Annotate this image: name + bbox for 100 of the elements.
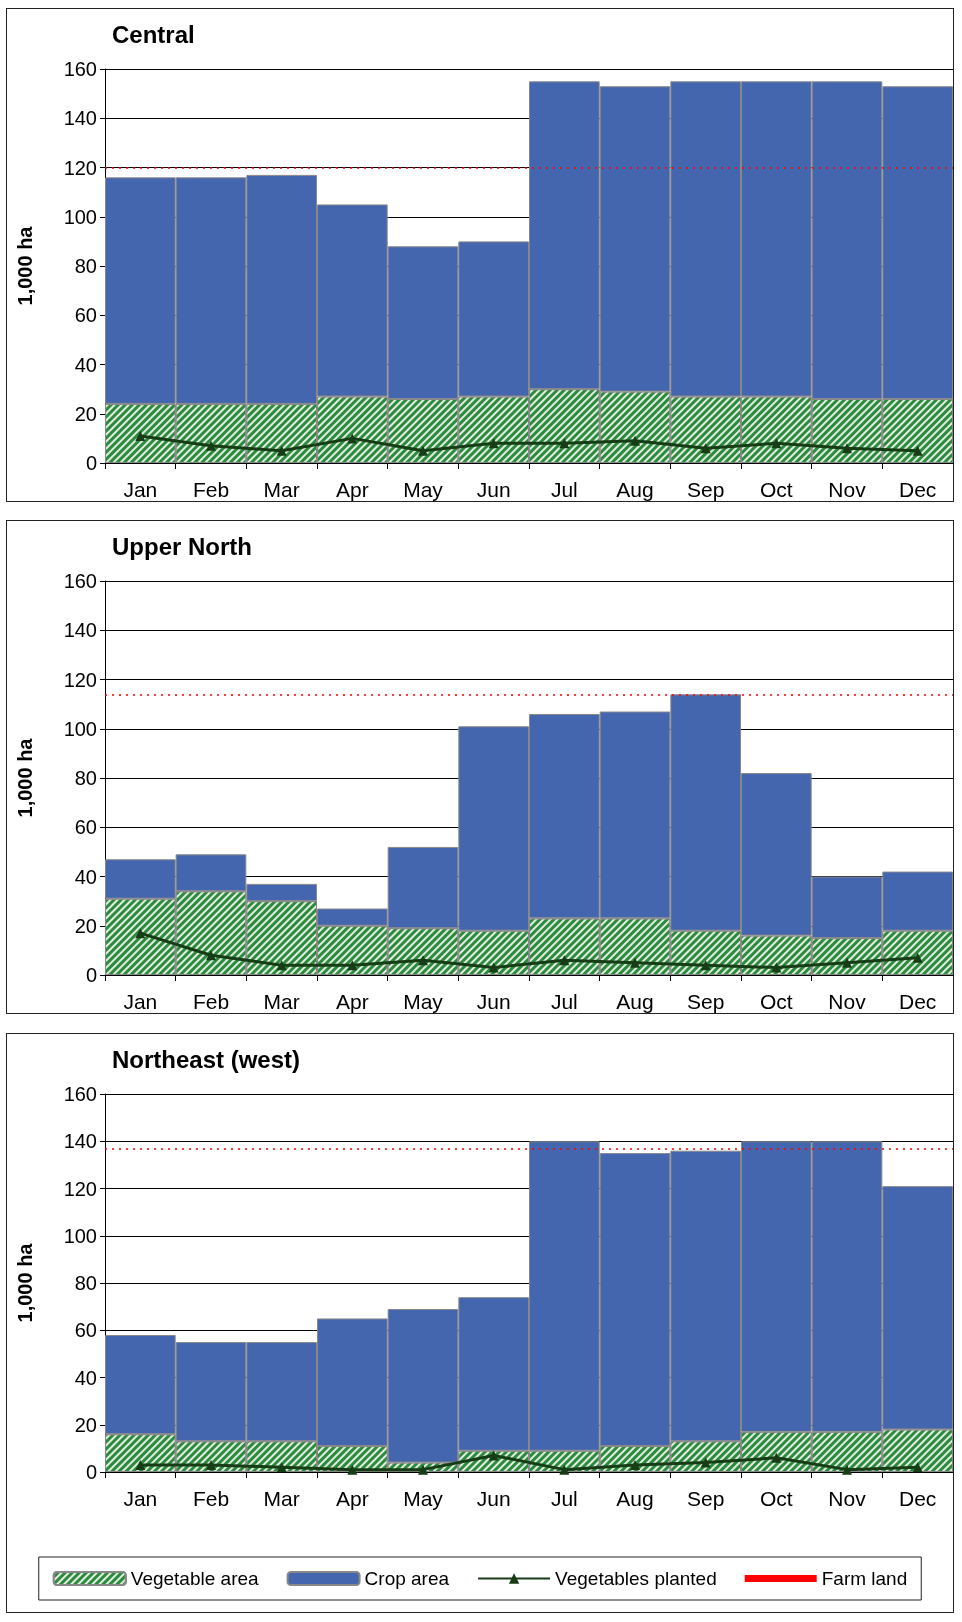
chart-title: Central <box>112 20 195 48</box>
point <box>135 1459 146 1470</box>
point <box>488 1450 499 1461</box>
y-tick-label: 140 <box>63 619 97 642</box>
point <box>912 952 923 963</box>
x-tick-label: Jun <box>476 990 511 1013</box>
point <box>771 438 782 449</box>
point <box>559 955 570 966</box>
point <box>347 1464 358 1475</box>
x-tick-label: Dec <box>898 1487 937 1510</box>
point <box>347 960 358 971</box>
y-tick-label: 80 <box>74 255 97 277</box>
x-tick-label: Feb <box>192 990 230 1013</box>
point <box>630 957 640 968</box>
y-tick-label: 120 <box>63 668 97 691</box>
x-tick-label: May <box>403 1487 444 1510</box>
y-tick-label: 20 <box>74 914 97 937</box>
y-tick-label: 60 <box>74 304 97 327</box>
point <box>206 950 216 961</box>
point <box>276 1462 287 1473</box>
x-tick-label: Oct <box>760 990 793 1013</box>
y-tick-label: 60 <box>74 816 97 839</box>
y-tick-label: 140 <box>63 1130 97 1153</box>
x-tick-label: Mar <box>263 1487 300 1510</box>
legend-label: Farm land <box>821 1568 908 1589</box>
y-tick-label: 20 <box>74 1413 97 1436</box>
x-tick-label: Jun <box>476 478 511 501</box>
y-tick-label: 0 <box>85 452 97 474</box>
point <box>276 960 287 971</box>
y-tick-label: 80 <box>74 767 97 789</box>
y-tick-label: 160 <box>63 58 97 80</box>
point <box>206 1459 216 1470</box>
y-axis-title: 1,000 ha <box>14 737 36 818</box>
y-axis-title: 1,000 ha <box>14 1242 36 1323</box>
y-tick-label: 120 <box>63 1177 97 1200</box>
x-tick-label: Jan <box>123 478 158 501</box>
x-tick-label: Oct <box>760 1487 793 1510</box>
x-tick-label: Jan <box>123 990 158 1013</box>
legend-label: Vegetable area <box>130 1568 260 1589</box>
y-tick-label: 40 <box>74 865 97 888</box>
point <box>488 962 499 973</box>
legend-label: Crop area <box>364 1568 450 1589</box>
y-tick-label: 60 <box>74 1319 97 1342</box>
point <box>206 440 216 451</box>
x-tick-label: Sep <box>686 478 725 501</box>
point <box>700 960 711 971</box>
y-tick-label: 160 <box>63 570 97 592</box>
point <box>700 1457 711 1468</box>
point <box>347 433 358 444</box>
x-tick-label: Jan <box>123 1487 158 1510</box>
y-tick-label: 0 <box>85 964 97 986</box>
x-tick-label: Apr <box>335 1487 369 1510</box>
point <box>842 443 852 454</box>
x-tick-label: Aug <box>616 1487 654 1510</box>
x-tick-label: Dec <box>898 478 937 501</box>
y-tick-label: 100 <box>63 717 97 740</box>
y-tick-label: 80 <box>74 1272 97 1294</box>
x-tick-label: Jul <box>550 990 578 1013</box>
x-tick-label: Jul <box>550 478 578 501</box>
x-tick-label: Dec <box>898 990 937 1013</box>
x-tick-label: Jul <box>550 1487 578 1510</box>
y-tick-label: 140 <box>63 107 97 130</box>
y-tick-label: 0 <box>85 1461 97 1483</box>
point <box>700 443 711 454</box>
point <box>771 962 782 973</box>
point <box>488 438 499 449</box>
point <box>912 445 923 456</box>
y-tick-label: 100 <box>63 205 97 228</box>
point <box>630 435 640 446</box>
point <box>276 445 287 456</box>
x-tick-label: Sep <box>686 1487 725 1510</box>
y-tick-label: 160 <box>63 1083 97 1105</box>
y-tick-label: 100 <box>63 1224 97 1247</box>
point <box>842 957 852 968</box>
x-tick-label: Nov <box>828 1487 867 1510</box>
y-tick-label: 40 <box>74 353 97 376</box>
legend-label: Vegetables planted <box>555 1568 717 1589</box>
x-tick-label: Nov <box>828 478 867 501</box>
x-tick-label: Mar <box>263 478 300 501</box>
x-tick-label: Apr <box>335 990 369 1013</box>
point <box>135 928 146 939</box>
point <box>912 1462 923 1473</box>
x-tick-label: Aug <box>616 478 654 501</box>
x-tick-label: Nov <box>828 990 867 1013</box>
x-tick-label: Feb <box>192 1487 230 1510</box>
x-tick-label: Mar <box>263 990 300 1013</box>
x-tick-label: May <box>403 478 444 501</box>
point <box>418 445 428 456</box>
chart-title: Upper North <box>112 532 252 560</box>
point <box>630 1459 640 1470</box>
x-tick-label: Oct <box>760 478 793 501</box>
point <box>559 1464 570 1475</box>
x-tick-label: Feb <box>192 478 230 501</box>
point <box>418 955 428 966</box>
x-tick-label: Jun <box>476 1487 511 1510</box>
x-tick-label: Apr <box>335 478 369 501</box>
point <box>842 1464 852 1475</box>
y-tick-label: 40 <box>74 1366 97 1389</box>
y-axis-title: 1,000 ha <box>14 225 36 306</box>
y-tick-label: 20 <box>74 402 97 425</box>
